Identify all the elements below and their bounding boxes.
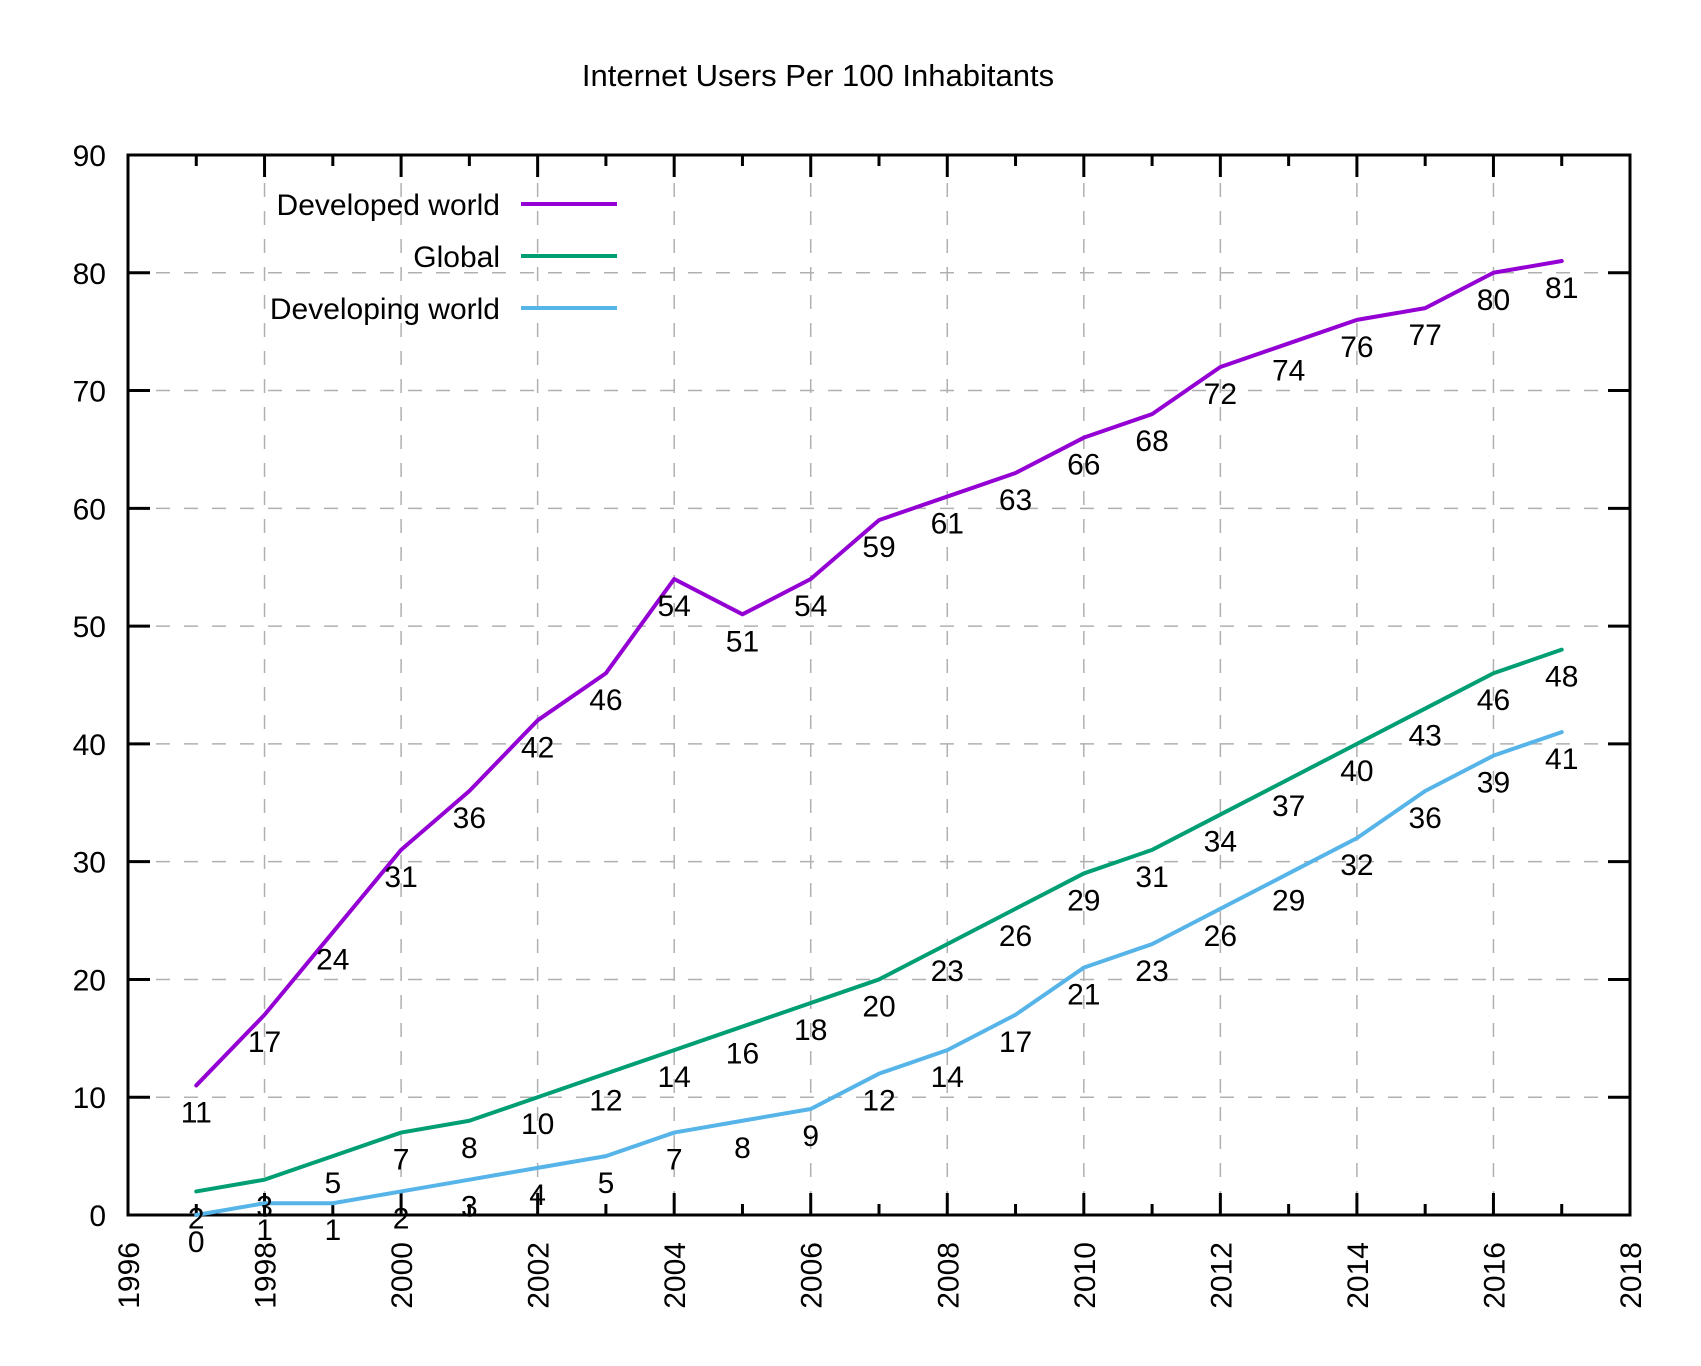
data-label: 9 [802, 1120, 819, 1153]
data-label: 46 [1477, 684, 1510, 717]
x-axis-tick-label: 1996 [113, 1242, 146, 1309]
data-label: 32 [1340, 849, 1373, 882]
data-label: 20 [862, 990, 895, 1023]
data-label: 3 [461, 1191, 478, 1224]
data-label: 12 [589, 1085, 622, 1118]
y-axis-tick-label: 70 [73, 376, 106, 409]
data-label: 29 [1067, 884, 1100, 917]
data-label: 8 [734, 1132, 751, 1165]
y-axis-tick-label: 30 [73, 847, 106, 880]
data-label: 80 [1477, 284, 1510, 317]
data-label: 23 [1135, 955, 1168, 988]
data-label: 59 [862, 531, 895, 564]
x-axis-tick-label: 2000 [386, 1242, 419, 1309]
data-label: 4 [529, 1179, 546, 1212]
x-axis-tick-label: 2016 [1478, 1242, 1511, 1309]
data-label: 23 [931, 955, 964, 988]
y-axis-tick-label: 40 [73, 729, 106, 762]
data-label: 21 [1067, 979, 1100, 1012]
data-label: 17 [248, 1026, 281, 1059]
y-axis-tick-label: 20 [73, 964, 106, 997]
data-label: 40 [1340, 755, 1373, 788]
data-label: 46 [589, 684, 622, 717]
data-label: 54 [794, 590, 827, 623]
data-label: 26 [999, 920, 1032, 953]
data-label: 66 [1067, 449, 1100, 482]
data-label: 10 [521, 1108, 554, 1141]
y-axis-tick-label: 60 [73, 493, 106, 526]
data-label: 31 [384, 861, 417, 894]
data-label: 81 [1545, 272, 1578, 305]
data-label: 8 [461, 1132, 478, 1165]
legend: Developed world Global Developing world [270, 189, 617, 326]
data-label: 77 [1408, 319, 1441, 352]
x-axis-tick-label: 2006 [796, 1242, 829, 1309]
x-axis-tick-label: 1998 [250, 1242, 283, 1309]
data-label: 61 [931, 508, 964, 541]
data-label: 18 [794, 1014, 827, 1047]
y-axis-tick-label: 0 [89, 1200, 106, 1233]
x-axis-tick-label: 2012 [1205, 1242, 1238, 1309]
x-axis-tick-label: 2002 [523, 1242, 556, 1309]
series-lines [194, 259, 1564, 1217]
data-label: 54 [657, 590, 690, 623]
data-label: 68 [1135, 425, 1168, 458]
data-label: 7 [393, 1144, 410, 1177]
series-line-developing-world [194, 730, 1564, 1217]
data-label: 11 [181, 1096, 212, 1129]
x-axis-tick-label: 2018 [1615, 1242, 1648, 1309]
data-label: 39 [1477, 767, 1510, 800]
data-label: 43 [1408, 720, 1441, 753]
x-axis-tick-label: 2004 [659, 1242, 692, 1309]
data-label: 24 [316, 943, 349, 976]
data-label: 0 [188, 1226, 205, 1259]
axes: 1996 1998 2000 2002 2004 2006 2008 2010 2012 2014… [73, 140, 1648, 1309]
data-label: 5 [598, 1167, 615, 1200]
data-label: 76 [1340, 331, 1373, 364]
series-line-developed-world [194, 259, 1564, 1088]
data-label: 26 [1204, 920, 1237, 953]
data-label: 74 [1272, 354, 1305, 387]
data-label: 34 [1204, 826, 1237, 859]
data-label: 42 [521, 731, 554, 764]
data-label: 3 [256, 1191, 273, 1224]
data-label: 1 [324, 1214, 341, 1247]
x-axis-tick-label: 2014 [1342, 1242, 1375, 1309]
y-axis-tick-label: 10 [73, 1082, 106, 1115]
data-label: 12 [862, 1085, 895, 1118]
legend-label-developing-world: Developing world [270, 293, 500, 326]
data-label: 36 [1408, 802, 1441, 835]
legend-label-developed-world: Developed world [277, 189, 500, 222]
data-label: 1 [256, 1214, 273, 1247]
data-label: 16 [726, 1038, 759, 1071]
gridlines [128, 155, 1630, 1215]
data-label: 2 [393, 1202, 410, 1235]
data-label: 2 [188, 1202, 205, 1235]
series-line-global [194, 647, 1564, 1194]
data-label: 14 [657, 1061, 690, 1094]
data-label: 7 [666, 1144, 683, 1177]
data-label: 36 [453, 802, 486, 835]
data-label: 17 [999, 1026, 1032, 1059]
data-label: 41 [1545, 743, 1578, 776]
y-axis-tick-label: 80 [73, 258, 106, 291]
y-axis-tick-label: 90 [73, 140, 106, 173]
x-axis-tick-label: 2010 [1069, 1242, 1102, 1309]
data-label: 72 [1204, 378, 1237, 411]
data-label: 48 [1545, 661, 1578, 694]
data-label: 5 [324, 1167, 341, 1200]
data-label: 31 [1135, 861, 1168, 894]
data-label: 63 [999, 484, 1032, 517]
y-axis-tick-label: 50 [73, 611, 106, 644]
data-label: 37 [1272, 790, 1305, 823]
data-label: 29 [1272, 884, 1305, 917]
chart-title: Internet Users Per 100 Inhabitants [582, 58, 1054, 93]
legend-label-global: Global [413, 241, 500, 274]
data-label: 51 [726, 625, 759, 658]
x-axis-tick-label: 2008 [932, 1242, 965, 1309]
data-label: 14 [931, 1061, 964, 1094]
